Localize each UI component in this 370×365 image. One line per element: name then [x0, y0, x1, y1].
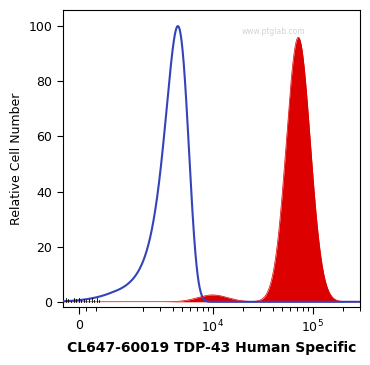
X-axis label: CL647-60019 TDP-43 Human Specific: CL647-60019 TDP-43 Human Specific — [67, 341, 356, 355]
Text: www.ptglab.com: www.ptglab.com — [241, 27, 305, 35]
Y-axis label: Relative Cell Number: Relative Cell Number — [10, 92, 23, 225]
